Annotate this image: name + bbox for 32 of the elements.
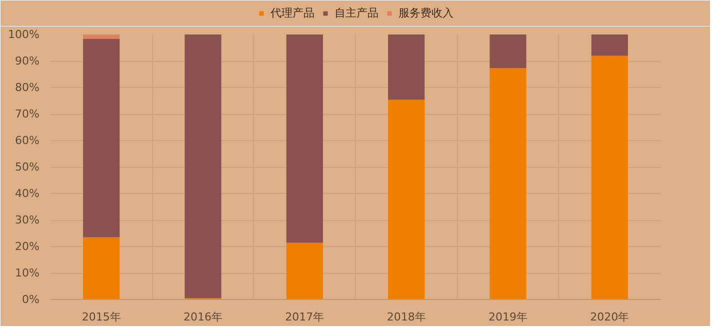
x-tick-label: 2018年 <box>386 310 426 324</box>
y-tick-label: 90% <box>15 54 40 68</box>
bar <box>83 34 120 39</box>
y-tick-label: 20% <box>15 240 40 253</box>
bar <box>490 34 526 68</box>
y-tick-label: 60% <box>15 134 40 147</box>
bar <box>286 242 323 300</box>
bar <box>388 100 425 300</box>
bar <box>184 34 222 298</box>
x-tick-label: 2019年 <box>488 310 528 324</box>
bar <box>591 34 628 56</box>
y-tick-label: 0% <box>22 293 40 306</box>
y-tick-label: 40% <box>15 187 40 200</box>
bar <box>286 34 323 243</box>
bar <box>490 68 526 300</box>
y-tick-label: 80% <box>15 81 40 94</box>
y-tick-label: 70% <box>15 108 40 120</box>
legend-label: 服务费收入 <box>398 6 454 20</box>
x-tick-label: 2015年 <box>82 310 121 324</box>
legend-label: 自主产品 <box>334 6 378 20</box>
bar <box>591 56 628 300</box>
x-tick-label: 2017年 <box>285 310 324 324</box>
legend-label: 代理产品 <box>270 6 314 20</box>
y-tick-label: 100% <box>8 28 40 41</box>
y-tick-label: 50% <box>15 160 40 174</box>
x-tick-label: 2020年 <box>590 310 630 324</box>
bar <box>83 38 120 238</box>
x-tick-label: 2016年 <box>184 310 223 324</box>
bar <box>388 34 425 100</box>
y-tick-label: 10% <box>15 266 40 280</box>
bar <box>83 237 120 300</box>
y-tick-label: 30% <box>15 214 40 226</box>
